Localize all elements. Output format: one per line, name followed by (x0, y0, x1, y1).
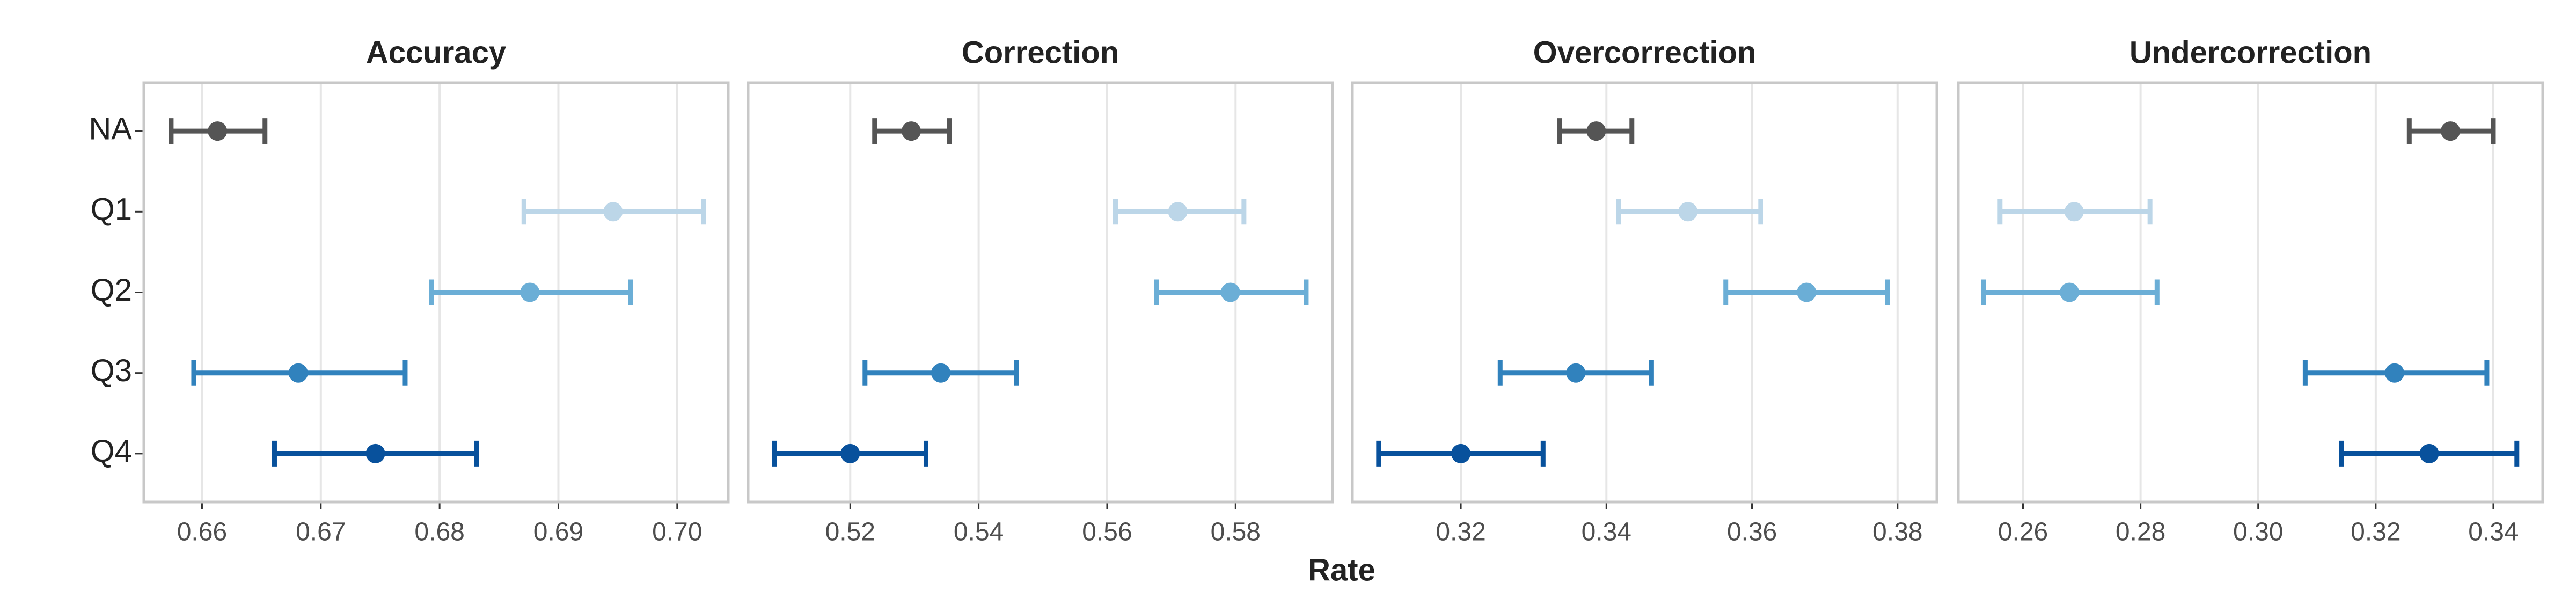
panel-title: Overcorrection (1533, 35, 1757, 70)
x-tick-label: 0.32 (2351, 518, 2401, 547)
x-tick-label: 0.69 (533, 518, 583, 547)
x-tick-label: 0.67 (296, 518, 346, 547)
panel-border (1351, 81, 1938, 504)
x-axis-label: Rate (1308, 552, 1375, 587)
point (1220, 282, 1240, 302)
x-tick-label: 0.68 (414, 518, 464, 547)
point (520, 282, 540, 302)
x-tick-label: 0.30 (2233, 518, 2283, 547)
y-tick-label: Q4 (91, 434, 132, 469)
point (208, 121, 228, 141)
point (1566, 363, 1586, 383)
panel-title: Undercorrection (2129, 35, 2372, 70)
y-tick-label: Q3 (91, 353, 132, 388)
x-tick-label: 0.26 (1998, 518, 2048, 547)
x-tick-label: 0.56 (1082, 518, 1132, 547)
point (2060, 282, 2080, 302)
point (931, 363, 951, 383)
x-tick-label: 0.34 (2468, 518, 2518, 547)
x-tick-label: 0.38 (1872, 518, 1922, 547)
panel-border (1957, 81, 2544, 504)
x-tick-label: 0.70 (652, 518, 702, 547)
point (1586, 121, 1606, 141)
point (365, 443, 385, 463)
point (2419, 443, 2439, 463)
x-tick-label: 0.32 (1436, 518, 1485, 547)
point (840, 443, 860, 463)
point (2064, 202, 2084, 222)
point (901, 121, 921, 141)
point (1168, 202, 1188, 222)
panel-border (142, 81, 730, 504)
x-tick-label: 0.36 (1727, 518, 1777, 547)
x-tick-label: 0.28 (2116, 518, 2165, 547)
x-tick-label: 0.52 (825, 518, 875, 547)
panel-border (747, 81, 1334, 504)
y-tick-label: Q2 (91, 273, 132, 308)
panel-title: Correction (962, 35, 1119, 70)
point (2384, 363, 2404, 383)
point (603, 202, 623, 222)
point (288, 363, 308, 383)
y-tick-label: Q1 (91, 192, 132, 227)
x-tick-label: 0.34 (1582, 518, 1631, 547)
point (2440, 121, 2460, 141)
point (1797, 282, 1817, 302)
point (1678, 202, 1698, 222)
y-tick-label: NA (89, 111, 132, 146)
point (1451, 443, 1471, 463)
x-tick-label: 0.66 (177, 518, 227, 547)
x-tick-label: 0.58 (1211, 518, 1261, 547)
x-tick-label: 0.54 (954, 518, 1004, 547)
panel-title: Accuracy (366, 35, 506, 70)
